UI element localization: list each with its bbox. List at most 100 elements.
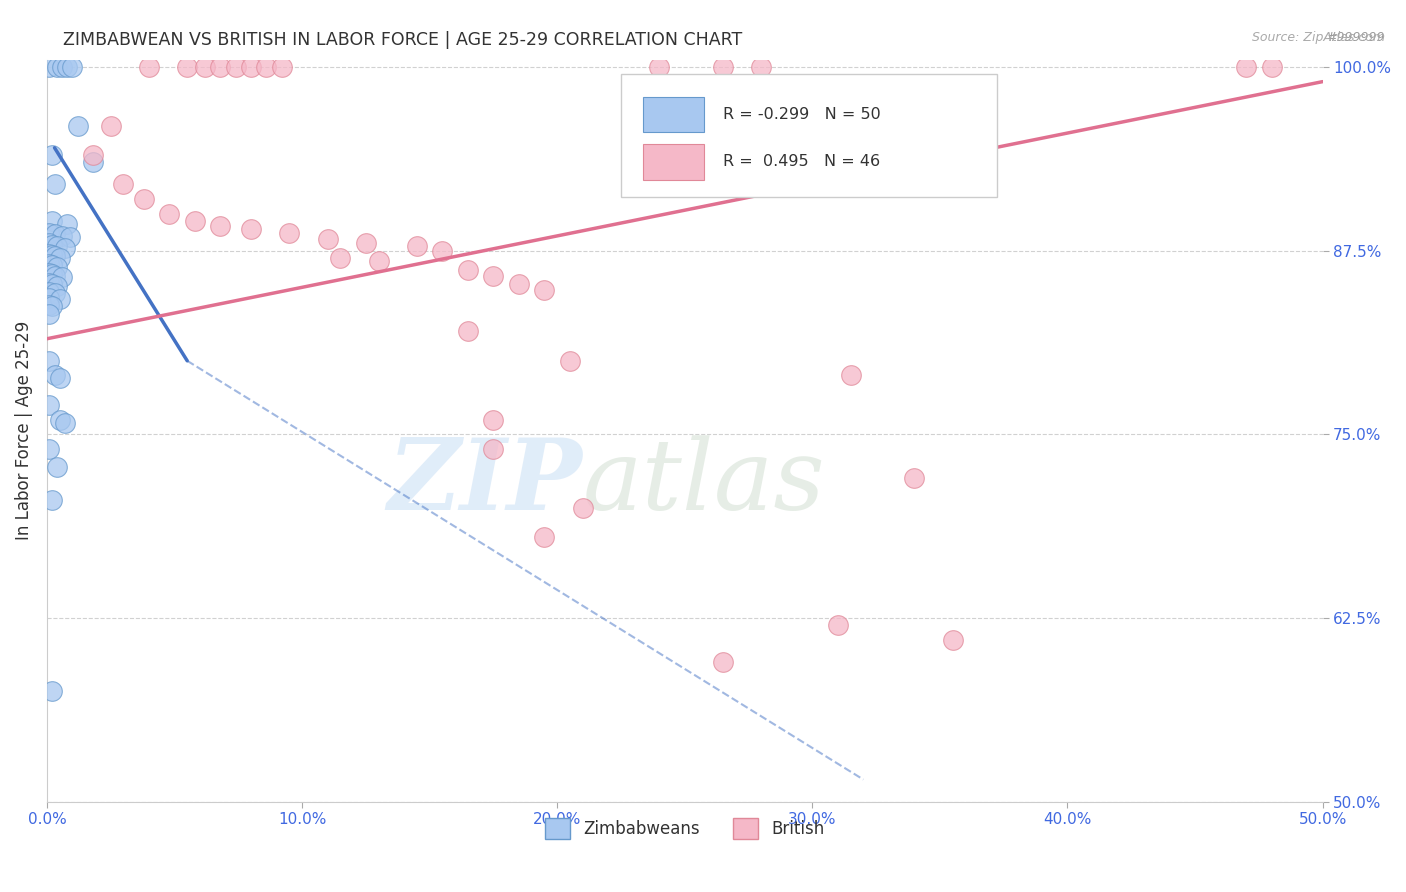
Point: [209, 219, 232, 233]
Point: [405, 239, 427, 253]
Point: [44, 227, 66, 242]
Point: [41, 267, 63, 281]
Point: [53, 416, 76, 430]
Point: [240, 221, 263, 235]
Point: [48, 371, 70, 385]
Text: Source: ZipAtlas.com: Source: ZipAtlas.com: [1251, 31, 1385, 45]
Point: [749, 60, 772, 74]
Point: [41, 248, 63, 262]
Point: [942, 632, 965, 647]
Point: [41, 493, 63, 508]
Point: [38, 276, 60, 290]
Point: [558, 353, 581, 368]
Point: [533, 530, 555, 544]
Point: [44, 178, 66, 192]
Point: [100, 119, 122, 133]
Point: [354, 236, 377, 251]
Point: [51, 270, 73, 285]
Point: [56, 60, 79, 74]
Point: [51, 228, 73, 243]
Point: [53, 241, 76, 255]
Point: [38, 257, 60, 271]
Point: [278, 226, 301, 240]
Point: [38, 353, 60, 368]
Point: [60, 60, 83, 74]
Point: [46, 60, 69, 74]
Point: [432, 244, 454, 258]
Point: [839, 368, 862, 383]
Point: [225, 60, 247, 74]
Point: [457, 325, 479, 339]
Point: [711, 60, 734, 74]
Point: [38, 226, 60, 240]
Point: [82, 155, 104, 169]
Point: [254, 60, 277, 74]
Point: [508, 277, 530, 292]
Point: [38, 398, 60, 412]
Point: [209, 60, 232, 74]
Point: [38, 236, 60, 251]
Point: [46, 260, 69, 274]
Point: [41, 214, 63, 228]
Point: [48, 412, 70, 426]
Point: [41, 684, 63, 698]
Point: [482, 442, 505, 456]
Point: [270, 60, 292, 74]
Point: [41, 237, 63, 252]
Point: [329, 251, 352, 265]
Text: R = -0.299   N = 50: R = -0.299 N = 50: [723, 107, 880, 122]
Point: [903, 471, 925, 485]
Point: [482, 412, 505, 426]
Point: [184, 214, 207, 228]
Point: [44, 250, 66, 264]
Point: [41, 277, 63, 292]
Legend: Zimbabweans, British: Zimbabweans, British: [538, 812, 831, 846]
Point: [367, 253, 389, 268]
Point: [46, 278, 69, 293]
Point: [457, 262, 479, 277]
Point: [59, 230, 82, 244]
Point: [1260, 60, 1282, 74]
Point: [157, 207, 180, 221]
Point: [44, 268, 66, 283]
Point: [46, 459, 69, 474]
Point: [38, 285, 60, 299]
FancyBboxPatch shape: [621, 74, 997, 197]
Point: [571, 500, 593, 515]
Point: [1234, 60, 1257, 74]
Point: [38, 307, 60, 321]
Point: [46, 239, 69, 253]
Point: [38, 246, 60, 260]
Point: [48, 292, 70, 306]
Point: [38, 266, 60, 280]
Text: ZIMBABWEAN VS BRITISH IN LABOR FORCE | AGE 25-29 CORRELATION CHART: ZIMBABWEAN VS BRITISH IN LABOR FORCE | A…: [63, 31, 742, 49]
Point: [176, 60, 198, 74]
Point: [316, 232, 339, 246]
Text: R =  0.495   N = 46: R = 0.495 N = 46: [723, 154, 880, 169]
Point: [66, 119, 89, 133]
Text: #999999: #999999: [1326, 31, 1385, 45]
Point: [240, 60, 263, 74]
Point: [38, 291, 60, 305]
Point: [38, 60, 60, 74]
Point: [44, 286, 66, 301]
Point: [533, 283, 555, 297]
Y-axis label: In Labor Force | Age 25-29: In Labor Force | Age 25-29: [15, 321, 32, 541]
Point: [138, 60, 160, 74]
Point: [194, 60, 217, 74]
Point: [112, 178, 135, 192]
Point: [482, 268, 505, 283]
Point: [38, 298, 60, 312]
Point: [38, 442, 60, 456]
Text: atlas: atlas: [582, 435, 825, 530]
Point: [132, 192, 155, 206]
Text: ZIP: ZIP: [388, 434, 582, 531]
Point: [56, 217, 79, 231]
Point: [51, 60, 73, 74]
Point: [41, 258, 63, 272]
Point: [41, 300, 63, 314]
Point: [82, 148, 104, 162]
FancyBboxPatch shape: [643, 145, 704, 180]
Point: [48, 251, 70, 265]
Point: [711, 655, 734, 669]
